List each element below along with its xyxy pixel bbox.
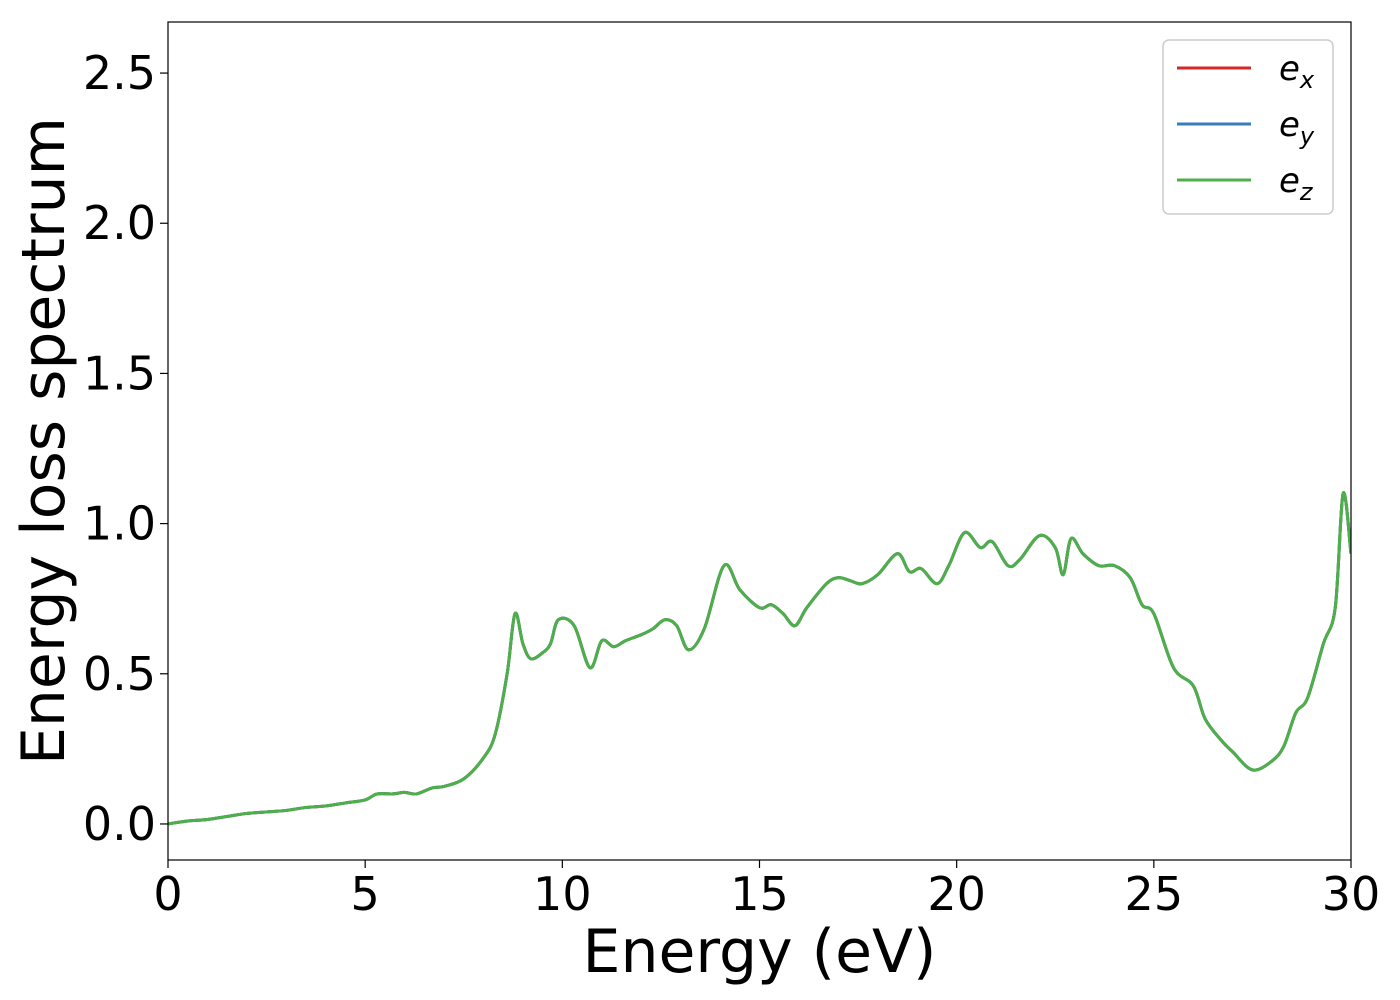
legend-label-x: ex	[1279, 49, 1315, 94]
x-tick-label: 10	[533, 867, 592, 921]
legend-label-z: ez	[1279, 161, 1314, 206]
legend-box	[1162, 39, 1334, 215]
series-layer	[168, 491, 1351, 826]
x-tick-label: 25	[1125, 867, 1184, 921]
x-axis-label: Energy (eV)	[583, 917, 937, 987]
x-axis: 0 5 10 15 20 25 30	[153, 860, 1380, 921]
y-tick-label: 1.0	[83, 497, 156, 551]
series-line-z	[168, 491, 1351, 826]
y-tick-label: 2.5	[83, 46, 156, 100]
y-axis-label: Energy loss spectrum	[9, 117, 79, 765]
series-line-y	[168, 491, 1351, 826]
x-tick-label: 20	[927, 867, 986, 921]
y-tick-label: 0.5	[83, 647, 156, 701]
x-tick-label: 15	[730, 867, 789, 921]
x-tick-label: 5	[351, 867, 380, 921]
y-tick-label: 2.0	[83, 196, 156, 250]
x-tick-label: 30	[1322, 867, 1381, 921]
legend: ex ey ez	[1162, 39, 1334, 215]
legend-label-y: ey	[1279, 105, 1315, 150]
y-tick-label: 0.0	[83, 797, 156, 851]
series-line-x	[168, 491, 1351, 826]
y-axis: 0.0 0.5 1.0 1.5 2.0 2.5	[83, 46, 168, 851]
x-tick-label: 0	[153, 867, 182, 921]
y-tick-label: 1.5	[83, 346, 156, 400]
